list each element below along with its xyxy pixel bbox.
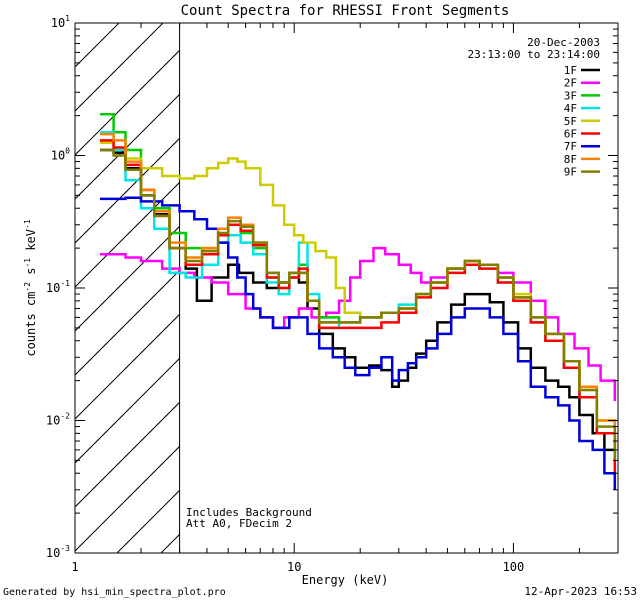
y-axis-label: counts cm-2 s-1 keV-1 bbox=[23, 219, 38, 356]
x-tick-label: 10 bbox=[287, 560, 301, 574]
hatch-line bbox=[75, 225, 180, 332]
y-tick-label: 100 bbox=[51, 147, 70, 163]
annotation-attenuator: Att A0, FDecim 2 bbox=[186, 517, 292, 530]
hatch-line bbox=[75, 269, 180, 376]
y-axis-label-exp: -1 bbox=[23, 219, 32, 229]
hatch-line bbox=[75, 93, 180, 200]
y-axis-label-part: counts cm bbox=[24, 292, 38, 357]
hatch-line bbox=[75, 137, 180, 244]
y-tick-label: 10-2 bbox=[46, 412, 70, 428]
x-axis-label: Energy (keV) bbox=[302, 573, 389, 587]
legend-label: 1F bbox=[564, 64, 577, 77]
excluded-energy-hatch bbox=[75, 23, 180, 553]
series-5f bbox=[100, 141, 617, 450]
series-3f bbox=[100, 112, 617, 461]
hatch-line bbox=[75, 49, 180, 156]
y-tick-exponent: 1 bbox=[65, 14, 70, 23]
x-tick-label: 1 bbox=[71, 560, 78, 574]
annotation-background: Includes Background bbox=[186, 506, 312, 519]
y-tick-base: 10 bbox=[46, 281, 60, 295]
y-tick-base: 10 bbox=[51, 149, 65, 163]
y-axis-label-part: keV bbox=[24, 229, 38, 258]
y-tick-base: 10 bbox=[51, 16, 65, 30]
y-tick-exponent: -3 bbox=[60, 544, 70, 553]
series-layer bbox=[100, 112, 617, 490]
legend-label: 5F bbox=[564, 115, 577, 128]
y-tick-exponent: 0 bbox=[65, 147, 70, 156]
y-tick-label: 10-1 bbox=[46, 279, 70, 295]
date-label: 20-Dec-2003 bbox=[527, 36, 600, 49]
y-tick-exponent: -1 bbox=[60, 279, 70, 288]
legend-label: 3F bbox=[564, 89, 577, 102]
time-range-label: 23:13:00 to 23:14:00 bbox=[468, 48, 600, 61]
y-axis-label-part: s bbox=[24, 268, 38, 282]
legend-label: 6F bbox=[564, 128, 577, 141]
series-8f bbox=[100, 132, 617, 450]
legend-label: 8F bbox=[564, 153, 577, 166]
hatch-line bbox=[75, 401, 180, 508]
y-axis-label-exp: -2 bbox=[23, 282, 32, 292]
y-axis-label-exp: -1 bbox=[23, 258, 32, 268]
series-9f bbox=[100, 148, 617, 461]
y-tick-base: 10 bbox=[46, 414, 60, 428]
y-tick-base: 10 bbox=[46, 546, 60, 560]
legend-label: 7F bbox=[564, 140, 577, 153]
chart-title: Count Spectra for RHESSI Front Segments bbox=[181, 3, 510, 19]
series-1f bbox=[100, 148, 617, 461]
hatch-line bbox=[116, 489, 180, 553]
y-tick-label: 101 bbox=[51, 14, 70, 30]
legend-label: 4F bbox=[564, 102, 577, 115]
legend-label: 9F bbox=[564, 166, 577, 179]
legend-label: 2F bbox=[564, 77, 577, 90]
generated-by-label: Generated by hsi_min_spectra_plot.pro bbox=[3, 587, 226, 598]
hatch-line bbox=[75, 313, 180, 420]
x-tick-label: 100 bbox=[503, 560, 525, 574]
series-6f bbox=[100, 139, 617, 474]
hatch-line bbox=[75, 23, 76, 24]
timestamp-label: 12-Apr-2023 16:53 bbox=[524, 585, 637, 598]
hatch-line bbox=[75, 445, 180, 552]
plot-frame bbox=[74, 22, 619, 554]
y-tick-exponent: -2 bbox=[60, 412, 70, 421]
series-2f bbox=[100, 246, 617, 402]
series-4f bbox=[100, 130, 617, 461]
y-tick-label: 10-3 bbox=[46, 544, 70, 560]
